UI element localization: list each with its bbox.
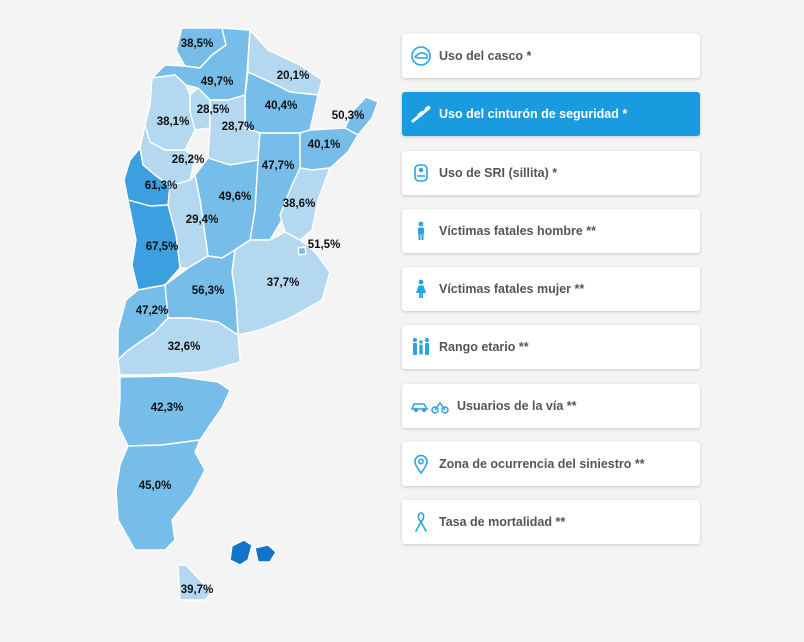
value-label-santa-fe: 47,7%	[261, 160, 295, 172]
value-label-la-pampa: 56,3%	[191, 285, 225, 297]
menu-item-label: Uso de SRI (sillita) *	[439, 165, 558, 180]
argentina-map: 38,5% 49,7% 20,1% 28,5% 40,4% 50,3% 38,1…	[0, 0, 400, 642]
woman-icon	[410, 278, 432, 300]
value-label-formosa: 20,1%	[276, 70, 310, 82]
menu-item-tasa-mortalidad[interactable]: Tasa de mortalidad **	[402, 500, 700, 545]
location-pin-icon	[410, 453, 432, 475]
menu-item-rango-etario[interactable]: Rango etario **	[402, 325, 700, 370]
menu-item-usuarios-via[interactable]: Usuarios de la vía **	[402, 383, 700, 428]
child-seat-icon	[410, 162, 432, 184]
menu-item-label: Usuarios de la vía **	[457, 398, 577, 413]
value-label-rio-negro: 32,6%	[167, 341, 201, 353]
value-label-la-rioja: 26,2%	[171, 154, 205, 166]
value-label-santiago-del-estero: 28,7%	[221, 121, 255, 133]
value-label-chubut: 42,3%	[150, 402, 184, 414]
menu-item-label: Zona de ocurrencia del siniestro **	[439, 457, 645, 472]
value-label-buenos-aires: 37,7%	[266, 277, 300, 289]
menu-item-uso-casco[interactable]: Uso del casco *	[402, 34, 700, 78]
province-entre-rios[interactable]	[279, 167, 331, 241]
value-label-santa-cruz: 45,0%	[138, 480, 172, 492]
vehicles-icon	[410, 395, 450, 417]
menu-item-victimas-hombre[interactable]: Víctimas fatales hombre **	[402, 208, 700, 253]
value-label-san-juan: 61,3%	[144, 180, 178, 192]
value-label-catamarca: 38,1%	[156, 116, 190, 128]
value-label-misiones: 50,3%	[331, 110, 365, 122]
value-label-tucuman: 28,5%	[196, 104, 230, 116]
value-label-tierra-del-fuego: 39,7%	[180, 584, 214, 596]
menu-item-label: Uso del cinturón de seguridad *	[439, 107, 628, 122]
menu-item-label: Tasa de mortalidad **	[439, 515, 566, 530]
value-label-caba: 51,5%	[307, 239, 341, 251]
value-label-san-luis: 29,4%	[185, 214, 219, 226]
menu-item-label: Uso del casco *	[439, 49, 532, 63]
value-label-entre-rios: 38,6%	[282, 198, 316, 210]
value-label-salta: 49,7%	[200, 76, 234, 88]
value-label-corrientes: 40,1%	[307, 139, 341, 151]
value-label-chaco: 40,4%	[264, 100, 298, 112]
malvinas-islands[interactable]	[229, 539, 277, 566]
province-chubut[interactable]	[117, 375, 231, 447]
province-tierra-del-fuego[interactable]	[177, 564, 213, 601]
seatbelt-icon	[410, 103, 432, 125]
province-caba[interactable]	[297, 246, 307, 256]
menu-item-uso-cinturon[interactable]: Uso del cinturón de seguridad *	[402, 92, 700, 137]
province-santa-cruz[interactable]	[115, 439, 206, 551]
menu-item-label: Rango etario **	[439, 340, 529, 355]
province-rio-negro[interactable]	[117, 317, 241, 376]
helmet-icon	[410, 45, 432, 67]
menu-item-uso-sri[interactable]: Uso de SRI (sillita) *	[402, 150, 700, 195]
argentina-map-svg	[115, 27, 379, 601]
indicator-menu: Uso del casco * Uso del cinturón de segu…	[402, 34, 700, 559]
ribbon-icon	[410, 511, 432, 533]
man-icon	[410, 220, 432, 242]
value-label-neuquen: 47,2%	[135, 305, 169, 317]
menu-item-label: Víctimas fatales mujer **	[439, 282, 585, 297]
value-label-mendoza: 67,5%	[145, 241, 179, 253]
menu-item-victimas-mujer[interactable]: Víctimas fatales mujer **	[402, 267, 700, 312]
menu-item-label: Víctimas fatales hombre **	[439, 223, 597, 238]
value-label-cordoba: 49,6%	[218, 191, 252, 203]
menu-item-zona-ocurrencia[interactable]: Zona de ocurrencia del siniestro **	[402, 442, 700, 487]
family-icon	[410, 336, 432, 358]
province-catamarca[interactable]	[144, 74, 196, 151]
value-label-jujuy: 38,5%	[180, 38, 214, 50]
